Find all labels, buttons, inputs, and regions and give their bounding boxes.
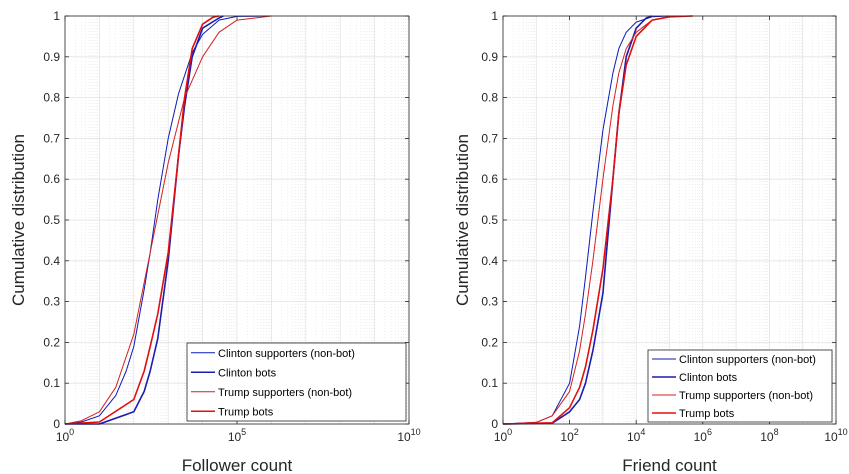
legend-label-2: Clinton bots — [679, 372, 738, 384]
series-line-4 — [502, 15, 693, 425]
series-line-2 — [502, 15, 653, 425]
legend-label-3: Trump supporters (non-bot) — [218, 387, 352, 399]
y-tick-label: 0.4 — [481, 254, 498, 268]
y-tick-label: 0.3 — [481, 295, 498, 309]
y-tick-label: 0.5 — [481, 213, 498, 227]
y-tick-label: 1 — [491, 9, 498, 23]
y-tick-label: 0.4 — [43, 254, 60, 268]
legend-label-1: Clinton supporters (non-bot) — [218, 348, 355, 360]
series-line-3 — [64, 15, 272, 425]
x-tick-label: 100 — [494, 427, 512, 444]
y-tick-label: 0.1 — [43, 376, 60, 390]
legend-label-2: Clinton bots — [218, 367, 277, 379]
y-tick-label: 0 — [53, 417, 60, 431]
legend-label-4: Trump bots — [218, 406, 274, 418]
series-line-3 — [502, 15, 686, 425]
legend: Clinton supporters (non-bot) Clinton bots… — [647, 349, 833, 423]
x-tick-label: 108 — [760, 427, 778, 444]
legend-label-4: Trump bots — [679, 408, 735, 420]
y-tick-label: 0.9 — [481, 50, 498, 64]
legend: Clinton supporters (non-bot) Clinton bots… — [186, 342, 407, 422]
x-axis-label: Friend count — [622, 456, 717, 474]
series-line-1 — [502, 15, 670, 425]
y-tick-label: 0.8 — [481, 91, 498, 105]
y-tick-label: 0.6 — [43, 172, 60, 186]
y-tick-label: 0.7 — [481, 131, 498, 145]
y-tick-label: 0.1 — [481, 376, 498, 390]
y-tick-label: 0.8 — [43, 91, 60, 105]
y-tick-label: 0.2 — [43, 335, 60, 349]
y-tick-label: 1 — [53, 9, 60, 23]
y-tick-label: 0.5 — [43, 213, 60, 227]
x-tick-label: 102 — [560, 427, 578, 444]
y-tick-label: 0.9 — [43, 50, 60, 64]
y-axis-label: Cumulative distribution — [9, 134, 28, 306]
y-tick-label: 0.6 — [481, 172, 498, 186]
x-tick-label: 106 — [694, 427, 712, 444]
x-tick-label: 1010 — [824, 427, 847, 444]
y-tick-label: 0.2 — [481, 335, 498, 349]
legend-label-1: Clinton supporters (non-bot) — [679, 354, 816, 366]
x-tick-label: 1010 — [397, 427, 420, 444]
x-tick-label: 105 — [228, 427, 246, 444]
x-axis-label: Follower count — [182, 456, 293, 474]
chart-panel-1: 0 0.1 0.2 0.3 0.4 0.5 0.6 0.7 0.8 0.9 1 100 105 1010 F… — [9, 9, 421, 474]
chart-panel-2: 0 0.1 0.2 0.3 0.4 0.5 0.6 0.7 0.8 0.9 1 100 102 104 10… — [453, 9, 848, 474]
y-tick-label: 0.7 — [43, 131, 60, 145]
y-tick-label: 0 — [491, 417, 498, 431]
y-tick-label: 0.3 — [43, 295, 60, 309]
series-line-4 — [64, 15, 220, 425]
y-axis-label: Cumulative distribution — [453, 134, 472, 306]
series-line-2 — [65, 15, 224, 425]
series-line-1 — [64, 15, 272, 425]
legend-box — [186, 342, 407, 422]
x-tick-label: 100 — [56, 427, 74, 444]
legend-label-3: Trump supporters (non-bot) — [679, 390, 813, 402]
legend-box — [647, 349, 833, 423]
x-tick-label: 104 — [627, 427, 645, 444]
